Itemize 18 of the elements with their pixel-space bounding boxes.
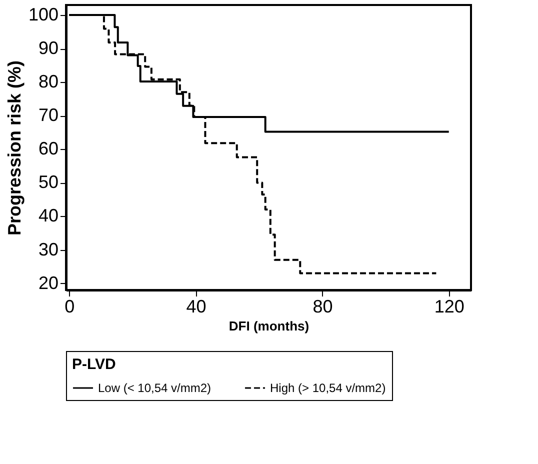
x-tick-label: 120 xyxy=(434,296,464,316)
x-tick-label: 0 xyxy=(64,296,75,316)
legend-title: P-LVD xyxy=(72,356,116,373)
y-tick-label: 20 xyxy=(38,272,58,293)
legend-label: Low (< 10,54 v/mm2) xyxy=(98,381,212,395)
y-tick-label: 40 xyxy=(38,206,58,226)
y-tick-label: 30 xyxy=(38,239,58,260)
y-tick-label: 50 xyxy=(38,172,58,192)
x-tick-label: 40 xyxy=(186,296,206,316)
y-tick-label: 70 xyxy=(38,105,58,126)
x-axis-title: DFI (months) xyxy=(228,318,310,334)
x-tick-label: 80 xyxy=(312,296,333,316)
legend-label: High (> 10,54 v/mm2) xyxy=(270,381,386,395)
y-tick-label: 80 xyxy=(38,72,58,92)
y-tick-label: 60 xyxy=(38,138,58,159)
y-tick-label: 90 xyxy=(38,38,58,58)
y-tick-label: 100 xyxy=(28,4,58,25)
y-axis-title: Progression risk (%) xyxy=(4,60,24,236)
